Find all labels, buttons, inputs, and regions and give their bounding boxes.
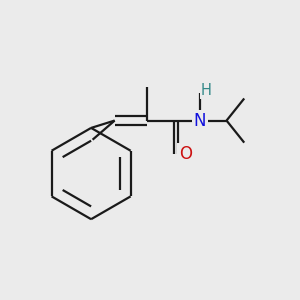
Text: H: H xyxy=(201,83,212,98)
Text: O: O xyxy=(179,146,192,164)
Text: N: N xyxy=(194,112,206,130)
